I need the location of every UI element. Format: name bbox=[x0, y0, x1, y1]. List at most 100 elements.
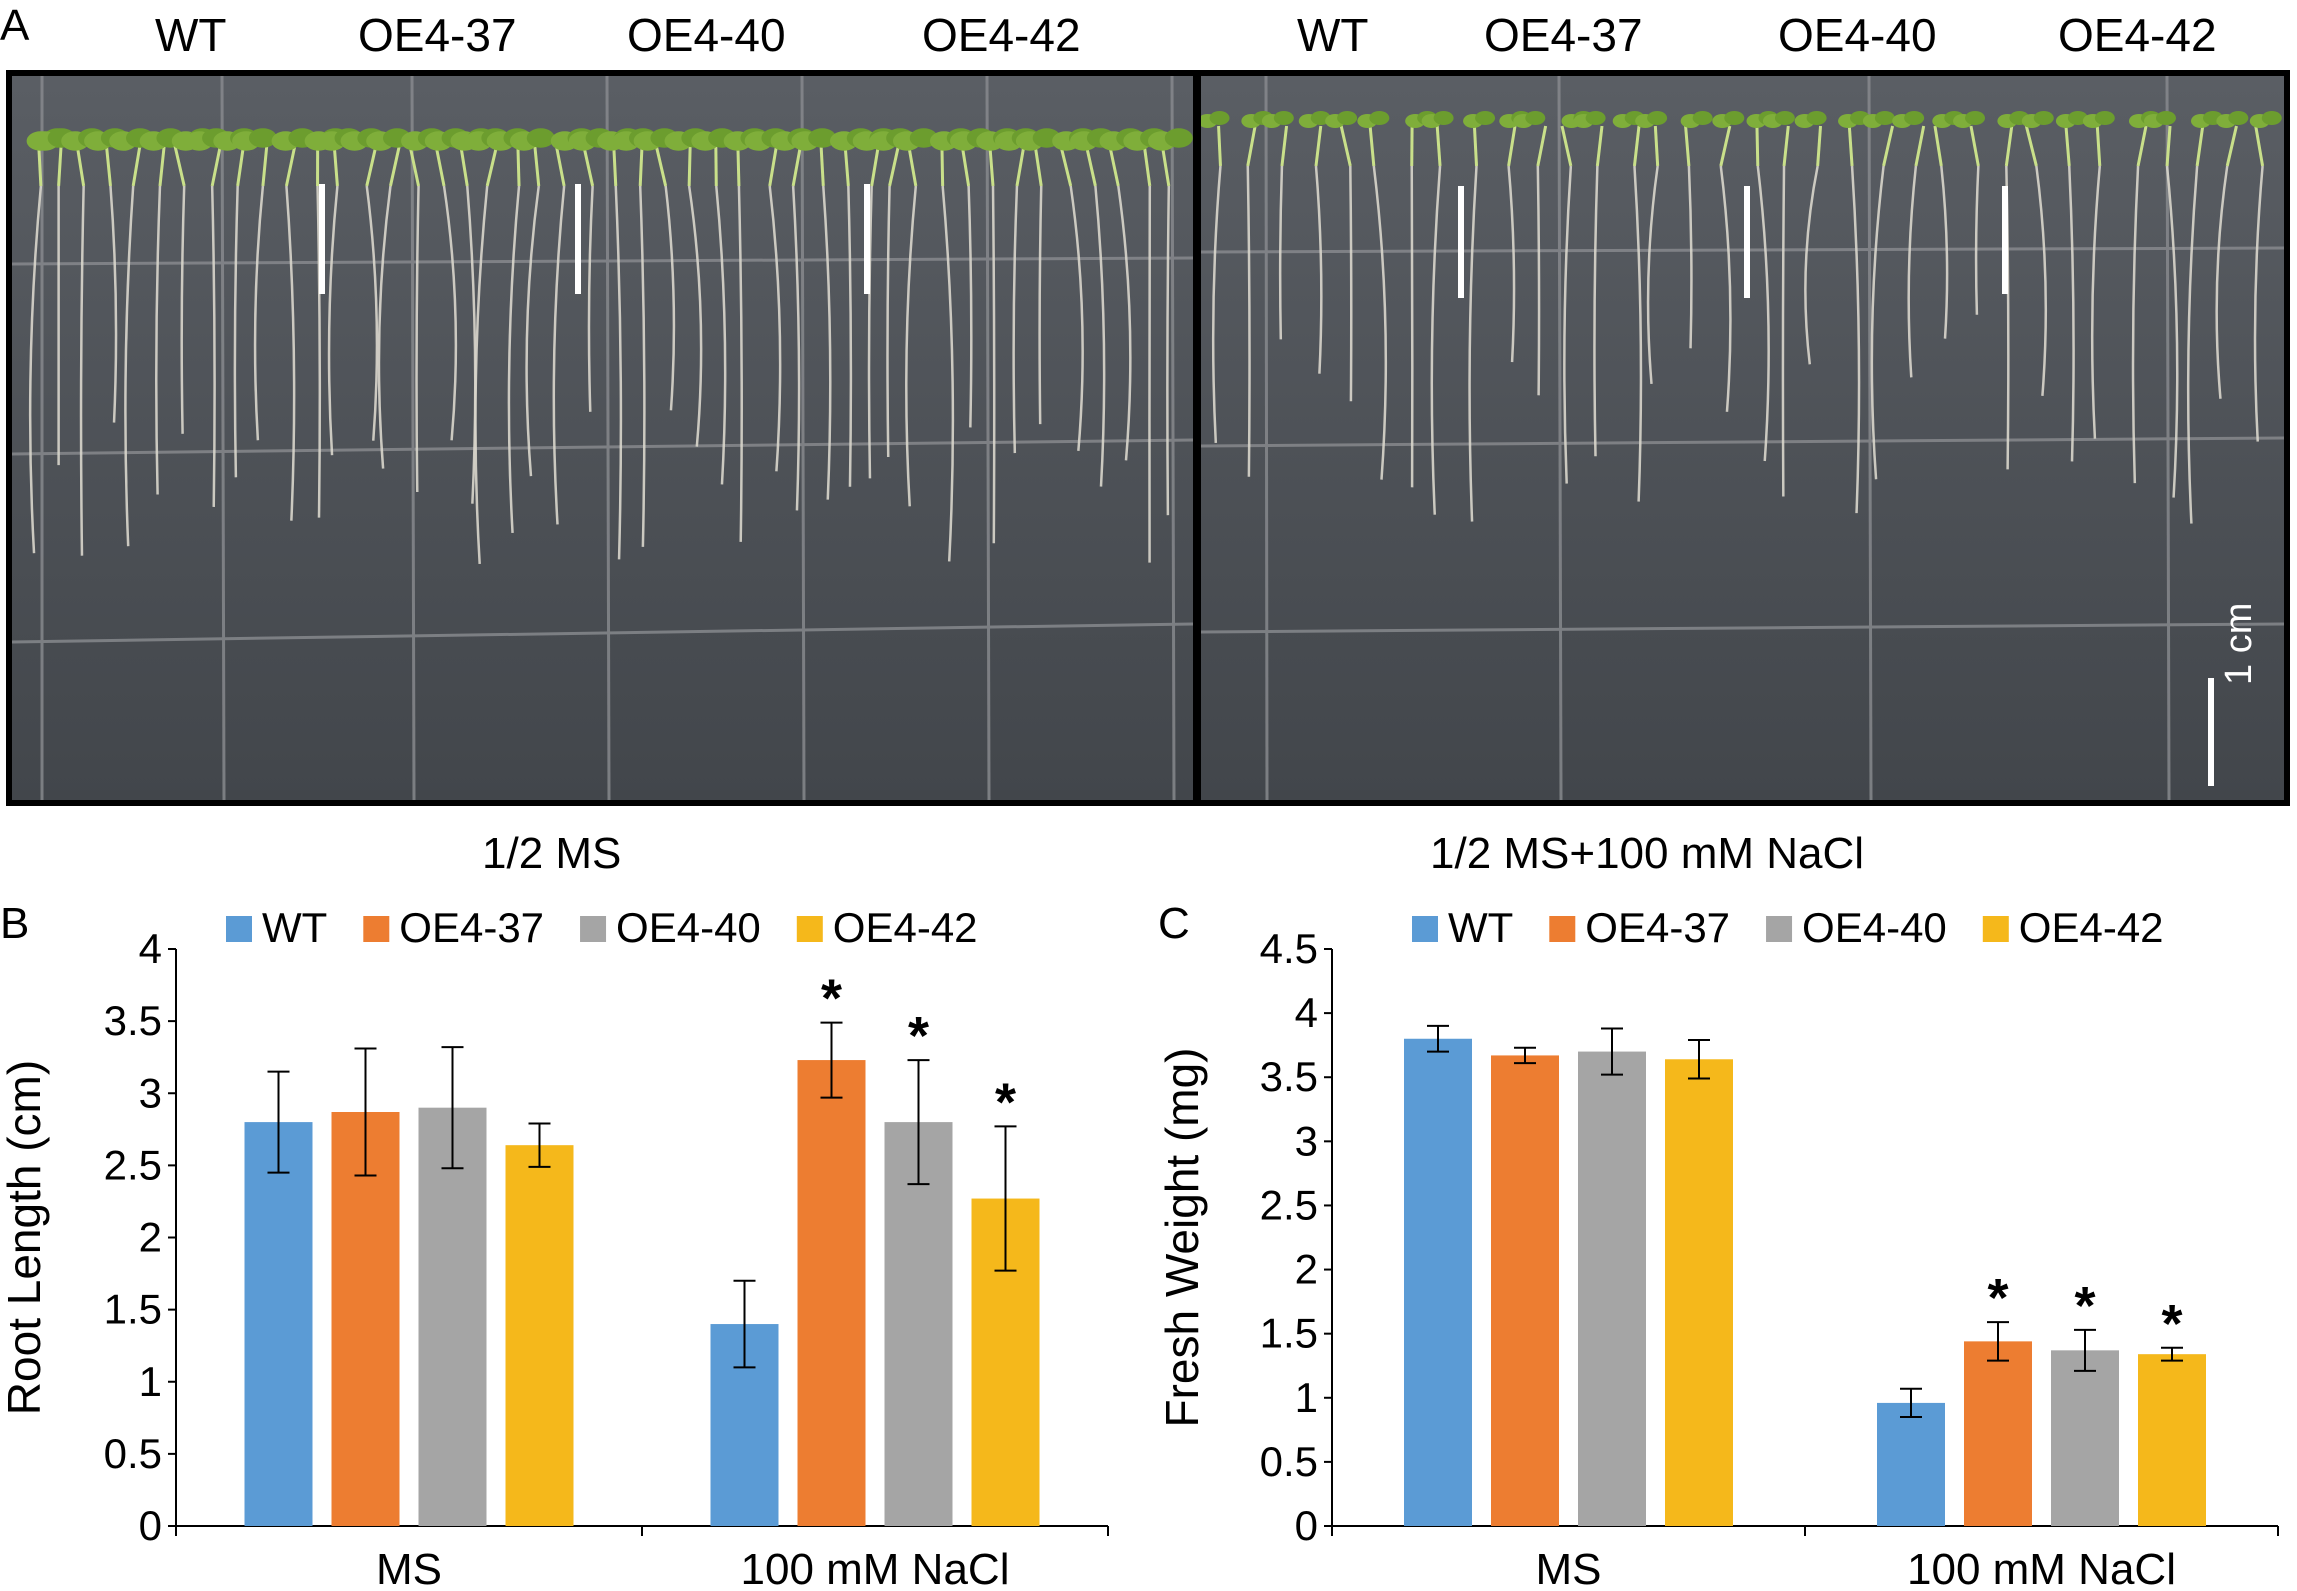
seedling-root bbox=[2067, 165, 2075, 462]
y-tick-label: 4 bbox=[139, 925, 162, 972]
seedling-stem bbox=[1507, 125, 1517, 167]
seedling-root bbox=[474, 185, 489, 565]
bar-oe4-40 bbox=[418, 1107, 487, 1526]
left-genotype-label: OE4-42 bbox=[922, 9, 1081, 61]
seedling-stem bbox=[791, 145, 802, 187]
seedling-root bbox=[1687, 165, 1693, 349]
seedling-root bbox=[791, 185, 801, 511]
seedling-root bbox=[507, 185, 521, 533]
seedling-stem bbox=[1059, 145, 1073, 187]
scale-bar-label: 1 cm bbox=[2218, 595, 2266, 685]
seedling-stem bbox=[870, 145, 880, 187]
y-axis-label: Root Length (cm) bbox=[0, 1060, 50, 1415]
seedling-stem bbox=[1142, 145, 1152, 187]
significance-marker: * bbox=[2074, 1276, 2095, 1336]
significance-marker: * bbox=[821, 969, 842, 1029]
seedling-root bbox=[941, 185, 955, 562]
y-tick-label: 3 bbox=[1295, 1117, 1318, 1164]
seedling-root bbox=[822, 185, 832, 500]
seedling-leaf bbox=[1525, 111, 1546, 125]
legend-label: OE4-40 bbox=[616, 904, 761, 951]
seedling-stem bbox=[2254, 125, 2265, 167]
seedling-stem bbox=[1719, 125, 1732, 167]
seedling-stem bbox=[1435, 125, 1442, 167]
seedling-stem bbox=[131, 145, 142, 187]
seedling-root bbox=[1410, 165, 1414, 488]
seedling-stem bbox=[2024, 125, 2038, 167]
seedling-root bbox=[180, 185, 186, 434]
seedling-stem bbox=[1847, 125, 1854, 167]
seedling-stem bbox=[1560, 125, 1573, 167]
seedling-root bbox=[867, 185, 873, 479]
seedling-root bbox=[1012, 185, 1019, 454]
plate-illustration-left bbox=[12, 76, 1193, 800]
bar-oe4-40 bbox=[884, 1122, 953, 1526]
seedling-root bbox=[768, 185, 782, 472]
seedling-stem bbox=[1653, 125, 1660, 167]
right-condition-label: 1/2 MS+100 mM NaCl bbox=[1430, 829, 1865, 878]
seedling-root bbox=[1038, 185, 1043, 425]
seedling-stem bbox=[1684, 125, 1691, 167]
seedling-root bbox=[1850, 165, 1861, 514]
y-tick-label: 0.5 bbox=[1260, 1438, 1318, 1485]
seedling-stem bbox=[940, 145, 945, 187]
seedling-stem bbox=[582, 145, 595, 187]
seedling-leaf bbox=[808, 128, 837, 148]
seedlings-left bbox=[26, 128, 1193, 565]
plate-photo-right bbox=[1201, 76, 2284, 800]
seedling-root bbox=[687, 185, 703, 447]
seedling-stem bbox=[57, 145, 63, 187]
seedling-stem bbox=[533, 145, 541, 187]
left-genotype-label: OE4-37 bbox=[358, 9, 517, 61]
y-tick-label: 1 bbox=[139, 1358, 162, 1405]
seedling-stem bbox=[2136, 125, 2148, 167]
seedling-stem bbox=[105, 145, 112, 187]
seedling-stem bbox=[2225, 125, 2238, 167]
seedling-leaf bbox=[1433, 111, 1454, 125]
y-tick-label: 0 bbox=[1295, 1502, 1318, 1549]
seedling-root bbox=[1507, 165, 1516, 363]
seedling-root bbox=[715, 185, 727, 485]
seedling-root bbox=[155, 185, 162, 495]
seedling-stem bbox=[1969, 125, 1980, 167]
seedling-stem bbox=[434, 145, 446, 187]
bar-oe4-37 bbox=[1491, 1055, 1559, 1526]
legend-swatch bbox=[1412, 916, 1438, 942]
legend-swatch bbox=[1549, 916, 1576, 942]
seedling-stem bbox=[1368, 125, 1376, 167]
y-tick-label: 3.5 bbox=[104, 997, 162, 1044]
legend-swatch bbox=[363, 916, 390, 942]
seedling-leaf bbox=[1337, 111, 1358, 125]
seedling-stem bbox=[736, 145, 741, 187]
seedling-root bbox=[1372, 165, 1388, 480]
legend-label: WT bbox=[1448, 904, 1513, 951]
significance-marker: * bbox=[2161, 1294, 2182, 1354]
seedling-stem bbox=[459, 145, 469, 187]
seedling-root bbox=[1246, 165, 1251, 477]
seedling-stem bbox=[1339, 125, 1352, 167]
seedling-root bbox=[377, 185, 392, 469]
seedling-root bbox=[1094, 185, 1106, 487]
y-tick-label: 1.5 bbox=[104, 1286, 162, 1333]
seedling-root bbox=[991, 185, 996, 544]
panel-letter: C bbox=[1158, 899, 1190, 948]
seedling-root bbox=[638, 185, 646, 547]
seedling-leaf bbox=[1806, 111, 1827, 125]
seedling-root bbox=[1211, 165, 1222, 444]
seedling-stem bbox=[1472, 125, 1479, 167]
seedling-root bbox=[614, 185, 623, 560]
seedling-stem bbox=[2064, 125, 2071, 167]
seedling-root bbox=[2131, 165, 2140, 484]
significance-marker: * bbox=[1987, 1268, 2008, 1328]
seedling-stem bbox=[389, 145, 401, 187]
seedling-stem bbox=[687, 145, 692, 187]
y-tick-label: 4.5 bbox=[1260, 925, 1318, 972]
seedling-stem bbox=[284, 145, 297, 187]
seedling-root bbox=[886, 185, 891, 458]
seedling-leaf bbox=[526, 128, 555, 148]
seedling-leaf bbox=[1965, 111, 1986, 125]
legend-label: OE4-42 bbox=[833, 904, 978, 951]
seedling-leaf bbox=[1692, 111, 1713, 125]
seedling-stem bbox=[1536, 125, 1548, 167]
seedling-root bbox=[210, 185, 216, 507]
